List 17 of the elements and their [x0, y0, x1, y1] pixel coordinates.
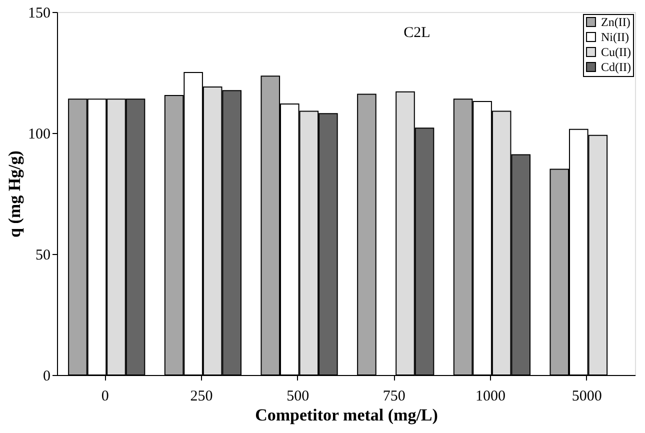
x-tick-label: 5000: [572, 388, 602, 404]
y-axis-title: q (mg Hg/g): [5, 150, 24, 238]
legend-label: Zn(II): [601, 15, 630, 29]
x-tick-label: 500: [286, 388, 310, 404]
y-tick-label: 50: [36, 248, 50, 264]
annotation: C2L: [404, 25, 430, 41]
legend-label: Ni(II): [601, 30, 629, 44]
x-tick-label: 0: [101, 388, 109, 404]
y-tick-label: 0: [43, 368, 50, 384]
y-tick-label: 100: [28, 126, 50, 142]
x-tick-label: 250: [190, 388, 213, 404]
x-axis-title: Competitor metal (mg/L): [255, 406, 438, 424]
legend-label: Cu(II): [601, 45, 631, 59]
y-tick-label: 150: [28, 6, 50, 22]
x-tick-label: 750: [382, 388, 406, 404]
x-tick-label: 1000: [476, 388, 506, 404]
legend-label: Cd(II): [601, 60, 631, 74]
